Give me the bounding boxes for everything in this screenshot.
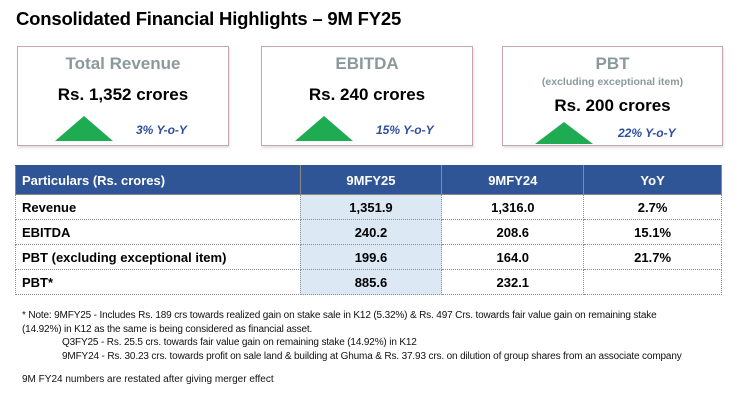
up-triangle-icon xyxy=(295,116,353,141)
footnotes: * Note: 9MFY25 - Includes Rs. 189 crs to… xyxy=(22,309,682,363)
note-line: * Note: 9MFY25 - Includes Rs. 189 crs to… xyxy=(22,310,657,321)
header-9mfy25: 9MFY25 xyxy=(299,165,443,195)
card-yoy: 15% Y-o-Y xyxy=(376,123,434,137)
card-title: EBITDA xyxy=(335,54,399,73)
financials-table: Particulars (Rs. crores) 9MFY25 9MFY24 Y… xyxy=(15,165,722,295)
up-triangle-icon xyxy=(55,116,113,141)
table-row: PBT* 885.6 232.1 xyxy=(15,269,722,295)
card-yoy: 22% Y-o-Y xyxy=(618,126,676,140)
up-triangle-icon xyxy=(535,122,593,144)
page-title: Consolidated Financial Highlights – 9M F… xyxy=(16,8,402,29)
cell-9mfy25: 1,351.9 xyxy=(299,194,443,220)
card-pbt: PBT (excluding exceptional item) Rs. 200… xyxy=(502,46,723,146)
cell-9mfy25: 240.2 xyxy=(299,219,443,245)
header-9mfy24: 9MFY24 xyxy=(441,165,585,195)
cell-9mfy25: 885.6 xyxy=(299,269,443,295)
card-title: PBT xyxy=(595,54,630,73)
header-particulars: Particulars (Rs. crores) xyxy=(15,165,301,195)
cell-yoy xyxy=(583,269,722,295)
table-header-row: Particulars (Rs. crores) 9MFY25 9MFY24 Y… xyxy=(15,165,722,195)
card-title: Total Revenue xyxy=(65,54,181,73)
card-yoy: 3% Y-o-Y xyxy=(136,123,187,137)
table-row: Revenue 1,351.9 1,316.0 2.7% xyxy=(15,194,722,220)
restated-note: 9M FY24 numbers are restated after givin… xyxy=(22,374,274,385)
card-value: Rs. 1,352 crores xyxy=(57,85,189,104)
row-label: EBITDA xyxy=(15,219,301,245)
cell-9mfy24: 164.0 xyxy=(441,244,585,270)
row-label: PBT (excluding exceptional item) xyxy=(15,244,301,270)
table-row: EBITDA 240.2 208.6 15.1% xyxy=(15,219,722,245)
card-value: Rs. 240 crores xyxy=(308,85,426,104)
table-row: PBT (excluding exceptional item) 199.6 1… xyxy=(15,244,722,270)
cell-9mfy24: 208.6 xyxy=(441,219,585,245)
note-line: (14.92%) in K12 as the same is being con… xyxy=(22,323,313,335)
row-label: Revenue xyxy=(15,194,301,220)
row-label: PBT* xyxy=(15,269,301,295)
cell-yoy: 21.7% xyxy=(583,244,722,270)
cell-yoy: 2.7% xyxy=(583,194,722,220)
cell-9mfy25: 199.6 xyxy=(299,244,443,270)
card-total-revenue: Total Revenue Rs. 1,352 crores 3% Y-o-Y xyxy=(17,46,229,146)
card-value: Rs. 200 crores xyxy=(554,96,671,115)
card-subtitle: (excluding exceptional item) xyxy=(541,76,684,88)
note-line: Q3FY25 - Rs. 25.5 crs. towards fair valu… xyxy=(62,337,417,348)
cell-yoy: 15.1% xyxy=(583,219,722,245)
note-line: 9MFY24 - Rs. 30.23 crs. towards profit o… xyxy=(62,350,682,362)
cell-9mfy24: 232.1 xyxy=(441,269,585,295)
header-yoy: YoY xyxy=(583,165,722,195)
card-ebitda: EBITDA Rs. 240 crores 15% Y-o-Y xyxy=(261,46,473,146)
cell-9mfy24: 1,316.0 xyxy=(441,194,585,220)
